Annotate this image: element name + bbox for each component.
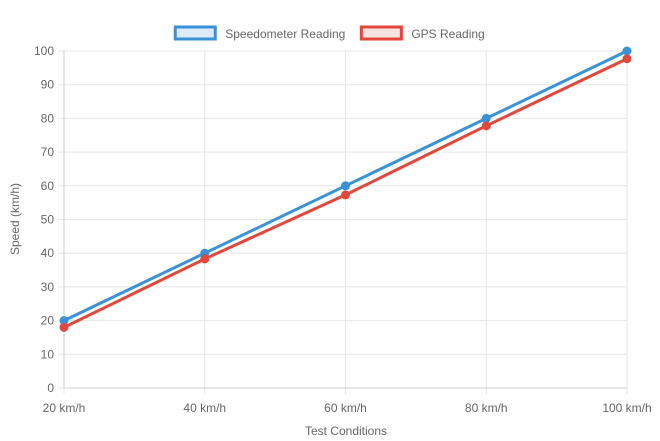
legend: Speedometer Reading GPS Reading	[173, 25, 485, 41]
data-point[interactable]	[481, 113, 491, 123]
grid-lines	[58, 50, 628, 394]
y-tick-label: 100	[34, 44, 54, 58]
x-axis-label: Test Conditions	[305, 424, 387, 436]
y-tick-label: 70	[41, 145, 55, 159]
legend-item[interactable]: GPS Reading	[359, 25, 485, 41]
y-tick-label: 30	[41, 280, 55, 294]
data-point[interactable]	[622, 54, 632, 64]
x-tick-label: 100 km/h	[602, 401, 651, 415]
data-point[interactable]	[200, 254, 210, 264]
y-tick-label: 0	[47, 381, 54, 395]
legend-label: Speedometer Reading	[225, 27, 345, 41]
legend-swatch	[359, 25, 403, 41]
y-tick-label: 60	[41, 179, 55, 193]
legend-label: GPS Reading	[411, 27, 484, 41]
data-point[interactable]	[481, 121, 491, 131]
series-1	[59, 54, 632, 332]
data-point[interactable]	[59, 322, 69, 332]
data-point[interactable]	[622, 46, 632, 56]
data-point[interactable]	[341, 190, 350, 200]
data-point[interactable]	[341, 181, 350, 191]
y-tick-label: 20	[41, 314, 55, 328]
y-tick-label: 10	[41, 347, 55, 361]
y-tick-label: 40	[41, 246, 55, 260]
y-axis-tick-labels: 0 10 20 30 40 50 60 70 80 90 100	[34, 44, 54, 395]
legend-item[interactable]: Speedometer Reading	[173, 25, 345, 41]
x-tick-label: 60 km/h	[324, 401, 367, 415]
y-tick-label: 80	[41, 111, 55, 125]
x-tick-label: 80 km/h	[465, 401, 508, 415]
y-tick-label: 90	[41, 78, 55, 92]
x-tick-label: 40 km/h	[183, 401, 226, 415]
x-axis-tick-labels: 20 km/h 40 km/h 60 km/h 80 km/h 100 km/h	[43, 401, 652, 415]
y-tick-label: 50	[41, 213, 55, 227]
series-lines	[59, 46, 632, 332]
legend-swatch	[173, 25, 217, 41]
y-axis-label: Speed (km/h)	[8, 183, 22, 255]
x-tick-label: 20 km/h	[43, 401, 86, 415]
